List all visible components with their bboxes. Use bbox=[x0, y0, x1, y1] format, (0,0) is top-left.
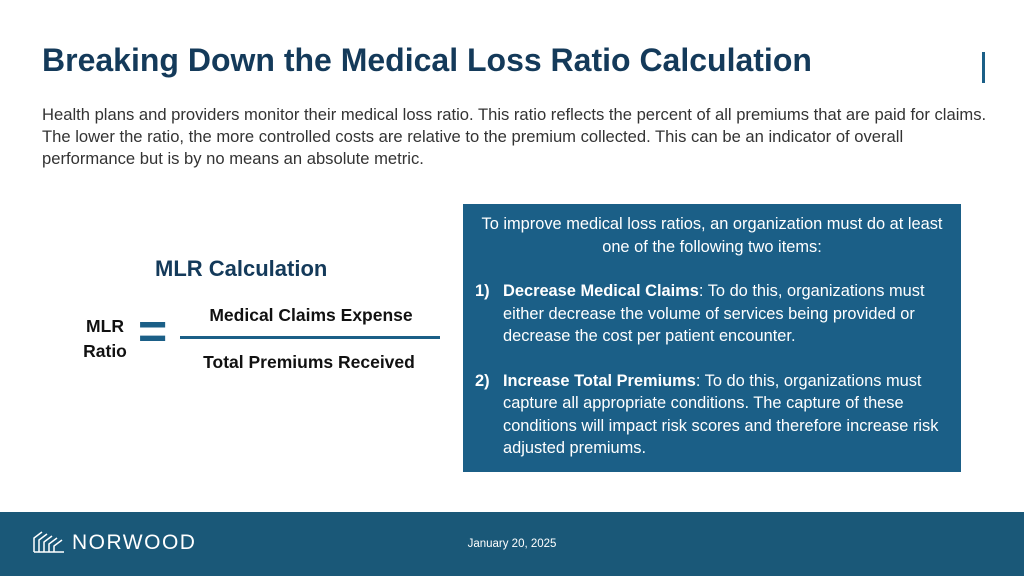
slide-title: Breaking Down the Medical Loss Ratio Cal… bbox=[42, 42, 812, 78]
callout-item: 1) Decrease Medical Claims: To do this, … bbox=[473, 280, 951, 348]
formula-operator: = bbox=[138, 303, 168, 359]
callout-item: 2) Increase Total Premiums: To do this, … bbox=[473, 370, 951, 460]
formula-title: MLR Calculation bbox=[155, 256, 328, 281]
formula-denominator: Total Premiums Received bbox=[203, 352, 415, 372]
item-number: 2) bbox=[475, 371, 490, 390]
logo-icon bbox=[33, 531, 64, 553]
item-term: Decrease Medical Claims bbox=[503, 282, 699, 300]
item-text-block: Decrease Medical Claims: To do this, org… bbox=[503, 280, 951, 348]
item-number: 1) bbox=[475, 282, 490, 300]
item-text: : To do this, organizations must either … bbox=[503, 282, 925, 345]
logo-text: NORWOOD bbox=[72, 531, 197, 554]
intro-paragraph: Health plans and providers monitor their… bbox=[42, 105, 987, 168]
footer-date: January 20, 2025 bbox=[467, 538, 557, 550]
item-text-block: Increase Total Premiums: To do this, org… bbox=[503, 370, 951, 460]
accent-bar bbox=[982, 52, 985, 83]
fraction-line bbox=[180, 336, 440, 339]
formula-lhs: MLR Ratio bbox=[83, 316, 127, 361]
callout-intro: To improve medical loss ratios, an organ… bbox=[481, 215, 943, 256]
formula-numerator: Medical Claims Expense bbox=[209, 305, 413, 325]
item-term: Increase Total Premiums bbox=[503, 371, 696, 390]
callout-box: To improve medical loss ratios, an organ… bbox=[463, 204, 961, 472]
item-text: : To do this, organizations must capture… bbox=[503, 371, 939, 458]
footer-band bbox=[0, 512, 1024, 576]
